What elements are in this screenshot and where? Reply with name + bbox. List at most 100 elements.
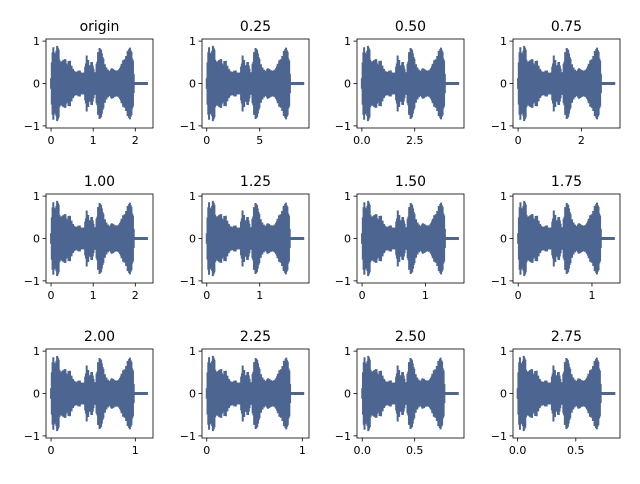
subplot-11: 2.50 0.0 0.5 −1 0 1 (335, 329, 465, 457)
subplot-title: 0.75 (551, 19, 582, 35)
x-tick-label: 0 (203, 444, 210, 457)
x-tick-label: 2.5 (406, 134, 424, 147)
subplot-5: 1.00 0 1 2 −1 0 1 (24, 174, 154, 302)
y-tick-label: 0 (344, 78, 351, 91)
x-tick-label: 0.0 (509, 444, 527, 457)
subplot-9: 2.00 0 1 −1 0 1 (24, 329, 154, 457)
x-tick-label: 0 (203, 134, 210, 147)
waveform-series (205, 200, 305, 277)
y-tick-label: 1 (33, 35, 40, 48)
waveform-series (50, 200, 148, 277)
x-tick-label: 5 (256, 134, 263, 147)
x-tick-label: 0 (515, 134, 522, 147)
x-tick-label: 1 (299, 444, 306, 457)
y-tick-label: −1 (335, 430, 351, 443)
y-tick-label: −1 (24, 120, 40, 133)
subplot-title: 2.75 (551, 329, 582, 345)
x-tick-label: 2 (132, 134, 139, 147)
subplot-2: 0.25 0 5 −1 0 1 (180, 19, 310, 147)
x-tick-label: 2 (578, 134, 585, 147)
x-tick-label: 0.0 (353, 444, 371, 457)
y-tick-label: −1 (180, 120, 196, 133)
x-tick-label: 0.5 (567, 444, 585, 457)
waveform-series (50, 45, 148, 122)
subplot-6: 1.25 0 1 −1 0 1 (180, 174, 310, 302)
waveform-series (516, 355, 616, 432)
y-tick-label: 0 (344, 388, 351, 401)
subplot-title: 1.50 (395, 174, 426, 190)
x-tick-label: 0 (359, 289, 366, 302)
y-tick-label: 0 (189, 233, 196, 246)
subplot-title: 2.25 (240, 329, 271, 345)
y-tick-label: 0 (344, 233, 351, 246)
y-tick-label: −1 (24, 275, 40, 288)
y-tick-label: 1 (344, 190, 351, 203)
x-tick-label: 1 (588, 289, 595, 302)
y-tick-label: −1 (180, 430, 196, 443)
x-tick-label: 1 (90, 289, 97, 302)
subplot-title: 1.00 (84, 174, 115, 190)
y-tick-label: 0 (500, 78, 507, 91)
y-tick-label: −1 (335, 120, 351, 133)
y-tick-label: 1 (344, 35, 351, 48)
x-tick-label: 1 (422, 289, 429, 302)
waveform-series (205, 355, 305, 432)
waveform-series (361, 200, 459, 277)
waveform-series (361, 355, 459, 432)
y-tick-label: −1 (491, 275, 507, 288)
y-tick-label: 0 (500, 233, 507, 246)
y-tick-label: 1 (500, 345, 507, 358)
subplot-12: 2.75 0.0 0.5 −1 0 1 (491, 329, 621, 457)
waveform-series (517, 200, 615, 277)
subplot-1: origin 0 1 2 −1 0 1 (24, 19, 154, 147)
y-tick-label: 0 (189, 388, 196, 401)
y-tick-label: 1 (33, 345, 40, 358)
waveform-series (360, 45, 460, 122)
y-tick-label: −1 (491, 430, 507, 443)
x-tick-label: 0 (48, 134, 55, 147)
waveform-series (50, 355, 148, 432)
x-tick-label: 0 (48, 289, 55, 302)
y-tick-label: 1 (189, 345, 196, 358)
y-tick-label: 0 (33, 78, 40, 91)
subplot-title: 1.25 (240, 174, 271, 190)
y-tick-label: 1 (33, 190, 40, 203)
subplot-title: 0.25 (240, 19, 271, 35)
y-tick-label: 1 (189, 35, 196, 48)
y-tick-label: −1 (180, 275, 196, 288)
subplot-3: 0.50 0.0 2.5 −1 0 1 (335, 19, 465, 147)
x-tick-label: 0 (48, 444, 55, 457)
y-tick-label: 0 (189, 78, 196, 91)
subplot-title: 2.00 (84, 329, 115, 345)
x-tick-label: 1 (132, 444, 139, 457)
subplot-4: 0.75 0 2 −1 0 1 (491, 19, 621, 147)
subplot-10: 2.25 0 1 −1 0 1 (180, 329, 310, 457)
subplot-7: 1.50 0 1 −1 0 1 (335, 174, 465, 302)
x-tick-label: 0.0 (353, 134, 371, 147)
y-tick-label: 1 (500, 190, 507, 203)
subplot-title: 1.75 (551, 174, 582, 190)
subplot-title: 2.50 (395, 329, 426, 345)
waveform-series (517, 45, 616, 122)
y-tick-label: 0 (33, 233, 40, 246)
y-tick-label: 1 (344, 345, 351, 358)
x-tick-label: 1 (256, 289, 263, 302)
y-tick-label: −1 (24, 430, 40, 443)
x-tick-label: 2 (132, 289, 139, 302)
y-tick-label: 1 (189, 190, 196, 203)
y-tick-label: 0 (33, 388, 40, 401)
waveform-series (205, 45, 305, 122)
subplot-8: 1.75 0 1 −1 0 1 (491, 174, 621, 302)
y-tick-label: −1 (335, 275, 351, 288)
y-tick-label: 1 (500, 35, 507, 48)
y-tick-label: 0 (500, 388, 507, 401)
x-tick-label: 0 (515, 289, 522, 302)
subplot-title: origin (80, 19, 120, 35)
y-tick-label: −1 (491, 120, 507, 133)
x-tick-label: 0.5 (406, 444, 424, 457)
x-tick-label: 1 (90, 134, 97, 147)
subplot-title: 0.50 (395, 19, 426, 35)
x-tick-label: 0 (203, 289, 210, 302)
